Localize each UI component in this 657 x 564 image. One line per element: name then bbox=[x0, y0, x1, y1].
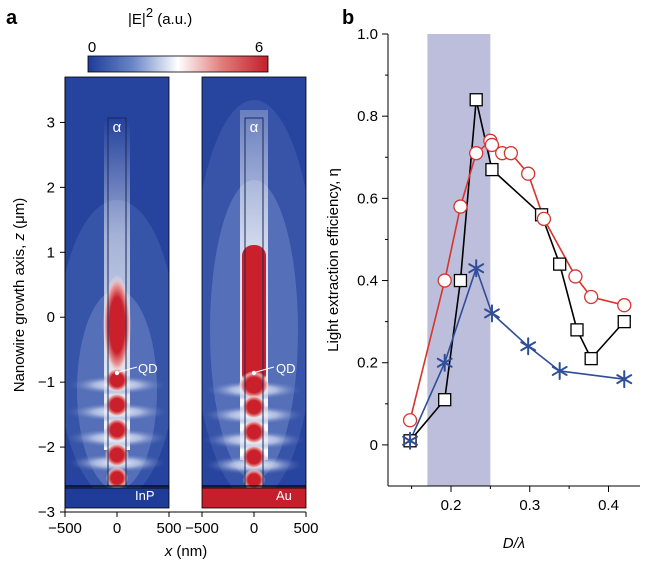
panel-b-label: b bbox=[342, 7, 354, 29]
data-point-square bbox=[438, 393, 452, 407]
data-point-square bbox=[584, 351, 598, 366]
data-point-circle bbox=[437, 273, 452, 288]
x-tick-label: 500 bbox=[293, 520, 318, 537]
data-point-asterisk bbox=[520, 337, 537, 356]
x-tick-label: 0 bbox=[113, 520, 121, 537]
data-point-circle bbox=[536, 211, 552, 227]
data-point-circle bbox=[484, 137, 500, 153]
data-point-circle bbox=[453, 199, 468, 214]
data-point-square bbox=[617, 314, 631, 329]
data-point-square bbox=[553, 257, 567, 271]
colorbar-max-label: 6 bbox=[255, 39, 263, 56]
colorbar: |E|2 (a.u.) 0 6 bbox=[87, 5, 269, 73]
panel-a-x-label: x (nm) bbox=[164, 543, 208, 560]
x-tick-label: 500 bbox=[156, 520, 181, 537]
y-tick-label: 2 bbox=[47, 179, 55, 196]
substrate-label-au: Au bbox=[276, 488, 292, 503]
y-tick-label: −3 bbox=[38, 504, 55, 521]
y-tick-label: 3 bbox=[47, 114, 55, 131]
y-tick-label: −2 bbox=[38, 439, 55, 456]
b-x-tick-label: 0.3 bbox=[519, 497, 540, 514]
data-point-circle bbox=[584, 289, 599, 305]
colorbar-min-label: 0 bbox=[88, 39, 96, 56]
field-map-au: α QD Au bbox=[201, 76, 307, 509]
qd-label-right: QD bbox=[276, 361, 296, 376]
data-point-square bbox=[485, 162, 499, 177]
y-tick-label: 1 bbox=[47, 244, 55, 261]
b-y-tick-label: 0.2 bbox=[357, 355, 378, 372]
x-tick-label: 0 bbox=[250, 520, 258, 537]
x-tick-label: −500 bbox=[185, 520, 219, 537]
field-map-inp: α QD InP bbox=[64, 76, 170, 509]
data-point-asterisk bbox=[436, 353, 453, 372]
y-tick-label: 0 bbox=[47, 309, 55, 326]
colorbar-gradient bbox=[87, 55, 269, 73]
b-x-axis-title: D/λ bbox=[503, 535, 525, 552]
b-y-axis-title: Light extraction efficiency, η bbox=[325, 168, 342, 352]
substrate-label-inp: InP bbox=[135, 488, 155, 503]
data-point-asterisk bbox=[484, 304, 500, 323]
panel-a-label: a bbox=[6, 7, 18, 29]
efficiency-chart: 0 0.2 0.4 0.6 0.8 1.0 0.2 0.3 0.4 D/λ Light extrac… bbox=[325, 26, 640, 552]
colorbar-title: |E|2 (a.u.) bbox=[128, 5, 192, 28]
data-point-square bbox=[453, 273, 468, 288]
b-y-tick-label: 1.0 bbox=[357, 26, 378, 43]
b-x-tick-label: 0.4 bbox=[598, 497, 619, 514]
panel-a-y-axis: 3 2 1 0 −1 −2 −3 bbox=[38, 77, 66, 521]
panel-a-x-axis: −500 0 500 −500 0 500 bbox=[48, 511, 319, 537]
data-point-square bbox=[570, 323, 584, 337]
panel-a-y-label: Nanowire growth axis, z (μm) bbox=[11, 198, 28, 393]
shaded-region bbox=[427, 34, 491, 486]
data-point-circle bbox=[503, 146, 519, 161]
data-point-asterisk bbox=[616, 370, 633, 389]
b-y-tick-label: 0 bbox=[370, 437, 378, 454]
b-x-tick-label: 0.2 bbox=[441, 497, 462, 514]
data-point-circle bbox=[617, 298, 632, 313]
x-tick-label: −500 bbox=[48, 520, 82, 537]
b-y-tick-label: 0.8 bbox=[357, 108, 378, 125]
data-point-asterisk bbox=[468, 259, 485, 278]
data-point-circle bbox=[469, 146, 484, 161]
alpha-mark-right: α bbox=[250, 119, 259, 136]
b-y-tick-label: 0.4 bbox=[357, 273, 378, 290]
y-tick-label: −1 bbox=[38, 374, 55, 391]
data-point-asterisk bbox=[551, 361, 568, 380]
alpha-mark-left: α bbox=[113, 119, 122, 136]
data-point-circle bbox=[568, 269, 583, 284]
data-point-circle bbox=[402, 413, 418, 428]
data-point-circle bbox=[521, 166, 536, 181]
b-y-tick-label: 0.6 bbox=[357, 190, 378, 207]
data-point-square bbox=[469, 93, 483, 107]
qd-label-left: QD bbox=[138, 361, 158, 376]
data-point-asterisk bbox=[402, 431, 418, 450]
